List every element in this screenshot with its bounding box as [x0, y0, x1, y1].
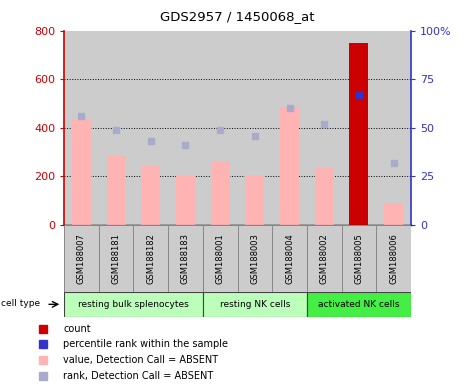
- Bar: [280, 107, 299, 225]
- Bar: [64, 225, 99, 292]
- Bar: [384, 203, 403, 225]
- Text: GSM188181: GSM188181: [112, 233, 121, 284]
- Bar: [203, 225, 238, 292]
- Text: GSM188182: GSM188182: [146, 233, 155, 284]
- Text: GSM188004: GSM188004: [285, 233, 294, 284]
- Bar: [203, 31, 238, 225]
- Bar: [133, 31, 168, 225]
- Bar: [349, 43, 369, 225]
- Text: GSM188001: GSM188001: [216, 233, 225, 284]
- Bar: [72, 121, 91, 225]
- Bar: [64, 292, 203, 317]
- Text: resting bulk splenocytes: resting bulk splenocytes: [78, 300, 189, 309]
- Bar: [99, 225, 133, 292]
- Bar: [272, 31, 307, 225]
- Text: activated NK cells: activated NK cells: [318, 300, 399, 309]
- Text: GSM188005: GSM188005: [354, 233, 363, 284]
- Text: resting NK cells: resting NK cells: [219, 300, 290, 309]
- Bar: [176, 176, 195, 225]
- Bar: [342, 31, 376, 225]
- Text: cell type: cell type: [1, 299, 40, 308]
- Bar: [210, 161, 230, 225]
- Text: GSM188002: GSM188002: [320, 233, 329, 284]
- Text: GSM188007: GSM188007: [77, 233, 86, 284]
- Bar: [99, 31, 133, 225]
- Text: value, Detection Call = ABSENT: value, Detection Call = ABSENT: [63, 355, 218, 365]
- Bar: [238, 31, 272, 225]
- Bar: [245, 175, 265, 225]
- Text: GSM188183: GSM188183: [181, 233, 190, 284]
- Bar: [307, 225, 342, 292]
- Bar: [133, 225, 168, 292]
- Bar: [203, 292, 307, 317]
- Bar: [342, 225, 376, 292]
- Text: GDS2957 / 1450068_at: GDS2957 / 1450068_at: [160, 10, 315, 23]
- Bar: [376, 225, 411, 292]
- Bar: [376, 31, 411, 225]
- Text: GSM188006: GSM188006: [389, 233, 398, 284]
- Text: count: count: [63, 324, 91, 334]
- Bar: [238, 225, 272, 292]
- Bar: [314, 168, 334, 225]
- Bar: [272, 225, 307, 292]
- Bar: [307, 31, 342, 225]
- Text: rank, Detection Call = ABSENT: rank, Detection Call = ABSENT: [63, 371, 213, 381]
- Text: GSM188003: GSM188003: [250, 233, 259, 284]
- Bar: [64, 31, 99, 225]
- Bar: [168, 31, 203, 225]
- Bar: [168, 225, 203, 292]
- Bar: [141, 165, 161, 225]
- Bar: [106, 156, 126, 225]
- Bar: [307, 292, 411, 317]
- Text: percentile rank within the sample: percentile rank within the sample: [63, 339, 228, 349]
